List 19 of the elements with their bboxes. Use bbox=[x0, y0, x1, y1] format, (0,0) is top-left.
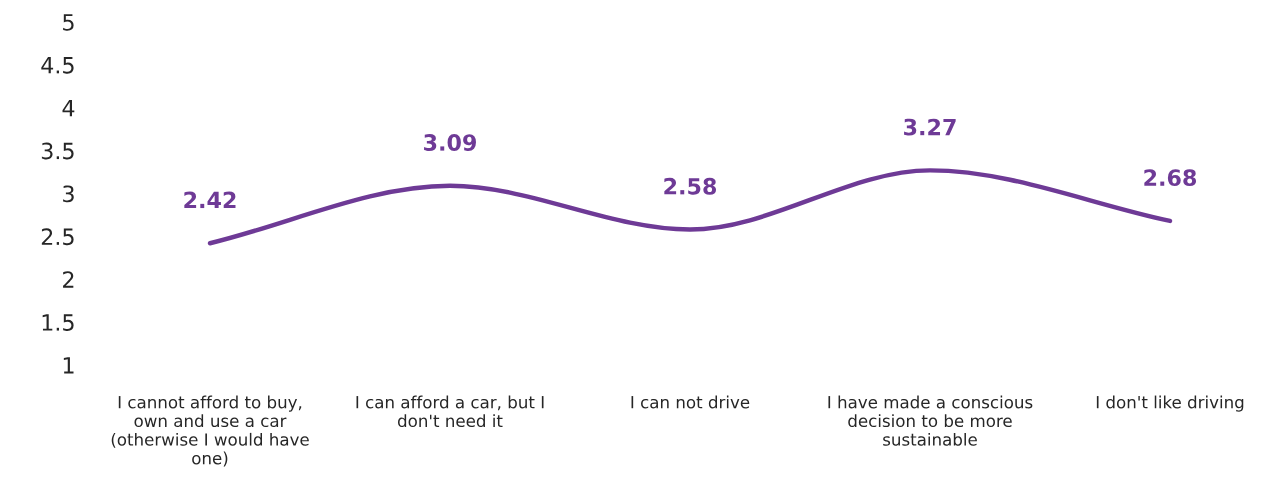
data-label: 3.09 bbox=[424, 134, 476, 151]
data-label: 2.68 bbox=[1144, 169, 1197, 187]
x-tick-label: I can afford a car, but I don't need it bbox=[356, 395, 544, 428]
y-tick-label: 3 bbox=[63, 185, 74, 203]
x-tick-label: I cannot afford to buy, own and use a car (otherwise I would have one) bbox=[111, 395, 309, 467]
x-tick-label: I have made a conscious decision to be more sustainable bbox=[828, 395, 1033, 446]
y-tick-label: 1.5 bbox=[42, 314, 74, 331]
y-tick-label: 1 bbox=[63, 357, 74, 374]
y-tick-label: 5 bbox=[63, 14, 74, 31]
y-tick-label: 2 bbox=[63, 271, 74, 288]
data-label: 2.58 bbox=[664, 177, 717, 195]
y-tick-label: 4 bbox=[62, 99, 75, 117]
x-tick-label: I don't like driving bbox=[1096, 395, 1244, 412]
y-tick-label: 2.5 bbox=[41, 228, 74, 246]
y-tick-label: 3.5 bbox=[41, 142, 74, 160]
y-tick-label: 4.5 bbox=[41, 57, 74, 74]
x-tick-label: I can not drive bbox=[631, 395, 750, 409]
data-label: 3.27 bbox=[904, 118, 956, 136]
data-label: 2.42 bbox=[184, 191, 236, 209]
